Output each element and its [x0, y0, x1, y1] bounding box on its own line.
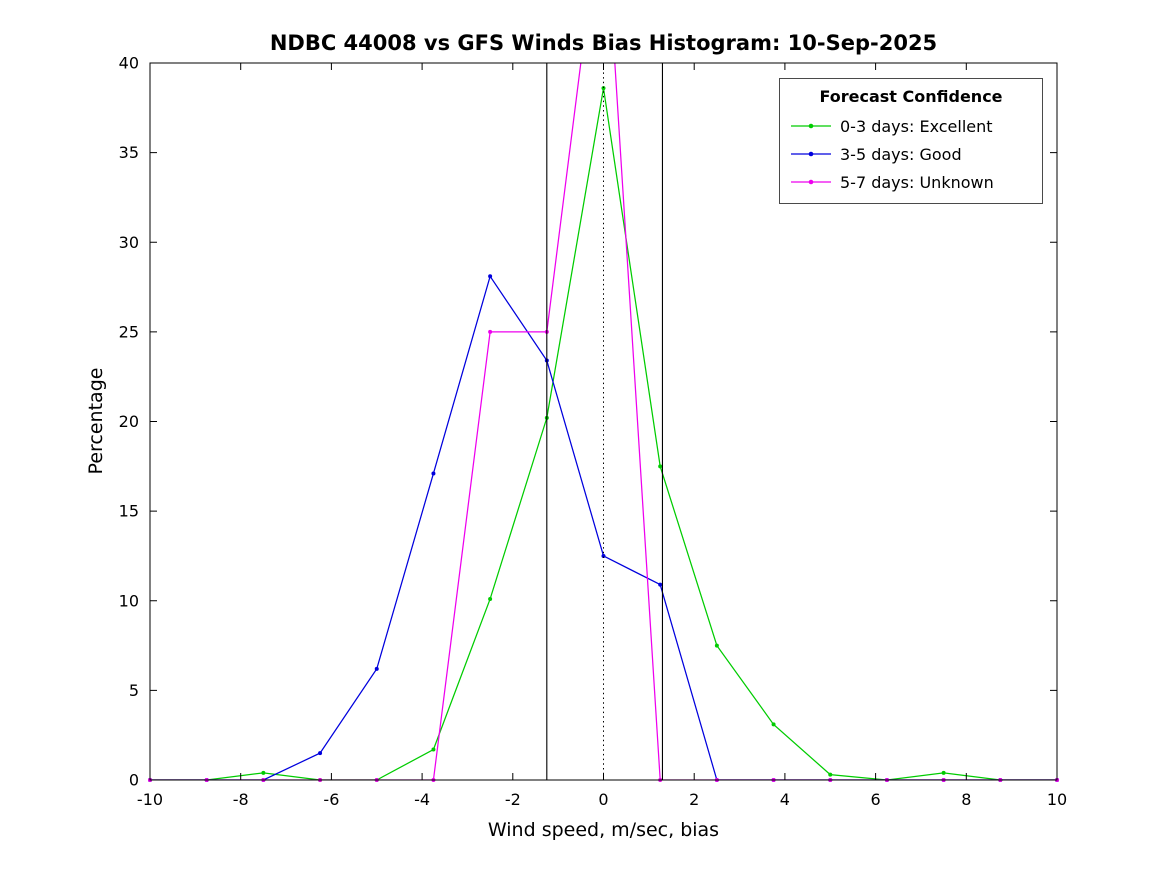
x-tick-label: -8 — [233, 790, 249, 809]
data-point-marker — [828, 772, 833, 777]
y-tick-label: 5 — [129, 681, 139, 700]
legend-item: 5-7 days: Unknown — [788, 168, 1034, 196]
legend-line-sample-icon — [791, 151, 831, 157]
x-tick-label: 6 — [871, 790, 881, 809]
legend-item: 0-3 days: Excellent — [788, 112, 1034, 140]
x-tick-label: 8 — [961, 790, 971, 809]
x-tick-label: 10 — [1047, 790, 1067, 809]
y-tick-label: 25 — [119, 322, 139, 341]
legend-line-sample-icon — [791, 123, 831, 129]
legend-item-label: 0-3 days: Excellent — [840, 116, 993, 136]
x-tick-label: -4 — [414, 790, 430, 809]
data-point-marker — [658, 582, 663, 587]
y-tick-label: 35 — [119, 143, 139, 162]
data-point-marker — [318, 751, 323, 756]
data-point-marker — [941, 770, 946, 775]
data-point-marker — [771, 722, 776, 727]
y-tick-label: 40 — [119, 54, 139, 73]
data-point-marker — [714, 643, 719, 648]
data-point-marker — [374, 666, 379, 671]
legend-item-label: 3-5 days: Good — [840, 144, 962, 164]
data-point-marker — [658, 464, 663, 469]
x-tick-label: -6 — [323, 790, 339, 809]
data-point-marker — [488, 329, 493, 334]
data-point-marker — [601, 86, 606, 91]
y-tick-label: 20 — [119, 412, 139, 431]
x-tick-label: 2 — [689, 790, 699, 809]
legend-line-sample-icon — [791, 179, 831, 185]
x-axis-label: Wind speed, m/sec, bias — [487, 819, 720, 841]
data-point-marker — [601, 553, 606, 558]
legend: Forecast Confidence 0-3 days: Excellent … — [779, 78, 1043, 204]
legend-item-label: 5-7 days: Unknown — [840, 172, 994, 192]
x-tick-label: -10 — [137, 790, 163, 809]
chart-title: NDBC 44008 vs GFS Winds Bias Histogram: … — [269, 31, 938, 55]
y-tick-label: 10 — [119, 591, 139, 610]
x-tick-label: 0 — [598, 790, 608, 809]
x-tick-label: -2 — [505, 790, 521, 809]
data-point-marker — [431, 471, 436, 476]
data-point-marker — [261, 770, 266, 775]
series-line — [150, 274, 1057, 780]
legend-title: Forecast Confidence — [819, 87, 1003, 106]
y-tick-label: 30 — [119, 233, 139, 252]
legend-item: 3-5 days: Good — [788, 140, 1034, 168]
x-tick-label: 4 — [780, 790, 790, 809]
y-tick-label: 0 — [129, 771, 139, 790]
data-point-marker — [488, 274, 493, 279]
data-point-marker — [431, 747, 436, 752]
data-point-marker — [488, 596, 493, 601]
y-tick-label: 15 — [119, 502, 139, 521]
